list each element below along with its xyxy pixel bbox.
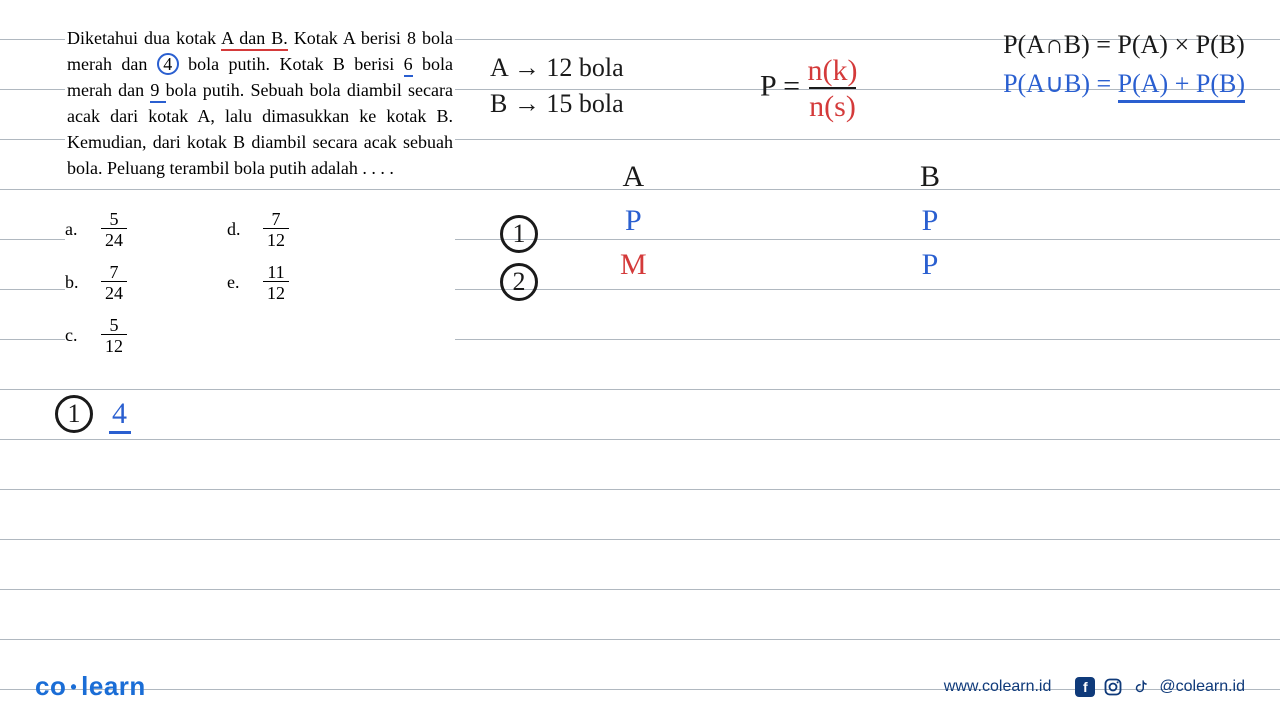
- working-frac-top: 4: [112, 397, 127, 431]
- union-formula: P(A∪B) = P(A) + P(B): [1003, 64, 1245, 103]
- logo: co•learn: [35, 671, 146, 702]
- working-case-1: 1: [55, 395, 93, 433]
- option-d-label: d.: [227, 219, 245, 240]
- option-a-label: a.: [65, 219, 83, 240]
- ns: n(s): [809, 87, 856, 123]
- option-e-den: 12: [263, 281, 289, 302]
- intersection-formula: P(A∩B) = P(A) × P(B): [1003, 25, 1245, 64]
- underline-a-dan-b: A dan B.: [221, 28, 288, 51]
- underline-six: 6: [404, 54, 413, 77]
- set-formulas: P(A∩B) = P(A) × P(B) P(A∪B) = P(A) + P(B…: [1003, 25, 1245, 103]
- logo-dot-icon: •: [70, 677, 77, 697]
- footer-handle: @colearn.id: [1159, 678, 1245, 696]
- underline-nine: 9: [150, 80, 165, 103]
- option-d-num: 7: [268, 210, 285, 228]
- col-b-r1: P: [920, 204, 940, 238]
- option-e: e. 1112: [227, 263, 289, 302]
- problem-text-1: Diketahui dua kotak: [67, 28, 221, 48]
- logo-co: co: [35, 671, 66, 701]
- instagram-icon: [1103, 677, 1123, 697]
- answer-options: a. 524 b. 724 c. 512 d. 712 e. 1112: [65, 210, 455, 355]
- note-box-a: A → 12 bola: [490, 50, 624, 86]
- circled-four: 4: [157, 53, 179, 75]
- option-c-label: c.: [65, 325, 83, 346]
- case-1: 1: [500, 215, 538, 253]
- facebook-icon: f: [1075, 677, 1095, 697]
- option-a-den: 24: [101, 228, 127, 249]
- option-b: b. 724: [65, 263, 127, 302]
- option-a-num: 5: [106, 210, 123, 228]
- option-b-label: b.: [65, 272, 83, 293]
- nk: n(k): [808, 55, 858, 87]
- option-c-num: 5: [106, 316, 123, 334]
- fraction-bar-icon: [109, 431, 131, 434]
- union-left: P(A∪B) =: [1003, 69, 1118, 98]
- col-a-r1: P: [620, 204, 647, 238]
- union-right: P(A) + P(B): [1118, 69, 1245, 103]
- logo-learn: learn: [81, 671, 146, 701]
- p-equals: P =: [760, 69, 808, 102]
- social-icons: f @colearn.id: [1075, 677, 1245, 697]
- option-e-label: e.: [227, 272, 245, 293]
- option-c: c. 512: [65, 316, 127, 355]
- option-b-den: 24: [101, 281, 127, 302]
- probability-formula: P = n(k) n(s): [760, 55, 857, 122]
- col-a-head: A: [620, 160, 647, 194]
- case-2: 2: [500, 263, 538, 301]
- problem-text-3: bola putih. Kotak B berisi: [188, 54, 403, 74]
- working-note: 1 4: [55, 395, 131, 434]
- col-b-r2: P: [920, 248, 940, 282]
- option-e-num: 11: [263, 263, 288, 281]
- tiktok-icon: [1131, 677, 1151, 697]
- footer: co•learn www.colearn.id f @colearn.id: [0, 671, 1280, 702]
- option-d: d. 712: [227, 210, 289, 249]
- option-d-den: 12: [263, 228, 289, 249]
- option-b-num: 7: [106, 263, 123, 281]
- option-a: a. 524: [65, 210, 127, 249]
- handwriting-box-counts: A → 12 bola B → 15 bola: [490, 50, 624, 123]
- col-a-r2: M: [620, 248, 647, 282]
- problem-statement: Diketahui dua kotak A dan B. Kotak A ber…: [65, 25, 455, 182]
- footer-url: www.colearn.id: [944, 678, 1052, 696]
- col-b-head: B: [920, 160, 940, 194]
- note-box-b: B → 15 bola: [490, 86, 624, 122]
- option-c-den: 12: [101, 334, 127, 355]
